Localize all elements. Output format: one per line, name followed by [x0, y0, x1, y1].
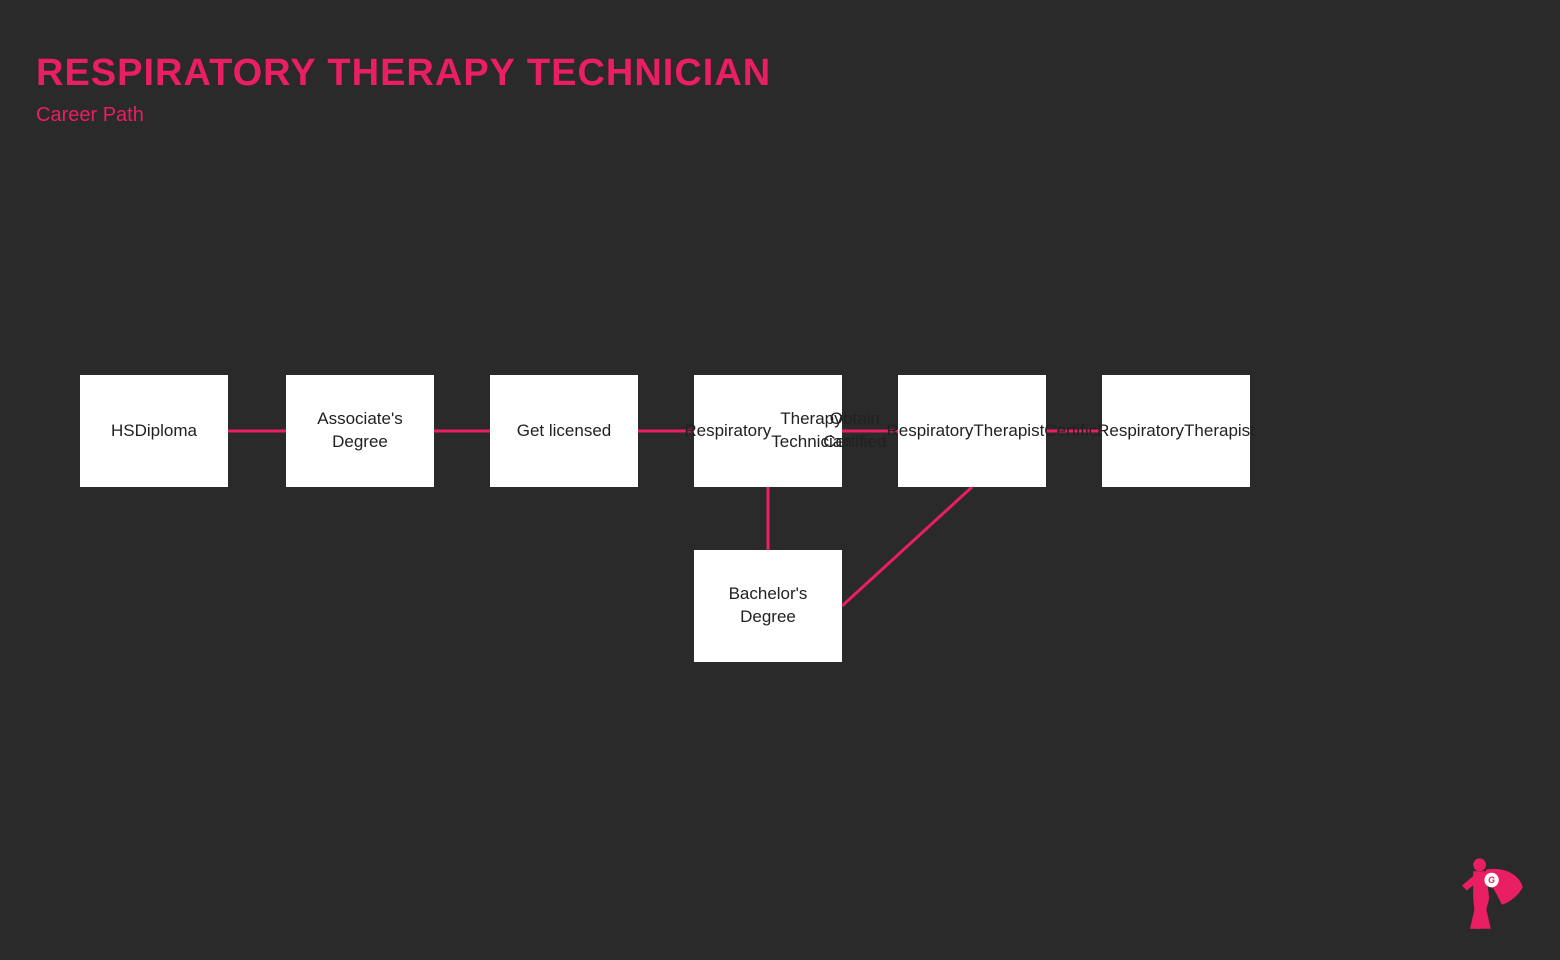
flowchart-node-licensed: Get licensed [490, 375, 638, 487]
flowchart-node-assoc: Associate's Degree [286, 375, 434, 487]
flowchart-canvas: HSDiploma Associate's Degree Get licensed R… [0, 0, 1560, 960]
flowchart-node-bach: Bachelor's Degree [694, 550, 842, 662]
hero-logo: G [1446, 852, 1526, 932]
flowchart-node-rt: RespiratoryTherapist [1102, 375, 1250, 487]
svg-text:G: G [1488, 875, 1495, 885]
flowchart-node-cert: Obtain CertifiedRespiratoryTherapistCert… [898, 375, 1046, 487]
edge-bach-cert [842, 487, 972, 606]
flowchart-node-hs: HSDiploma [80, 375, 228, 487]
flowchart-node-rtt: RespiratoryTherapy Technician [694, 375, 842, 487]
